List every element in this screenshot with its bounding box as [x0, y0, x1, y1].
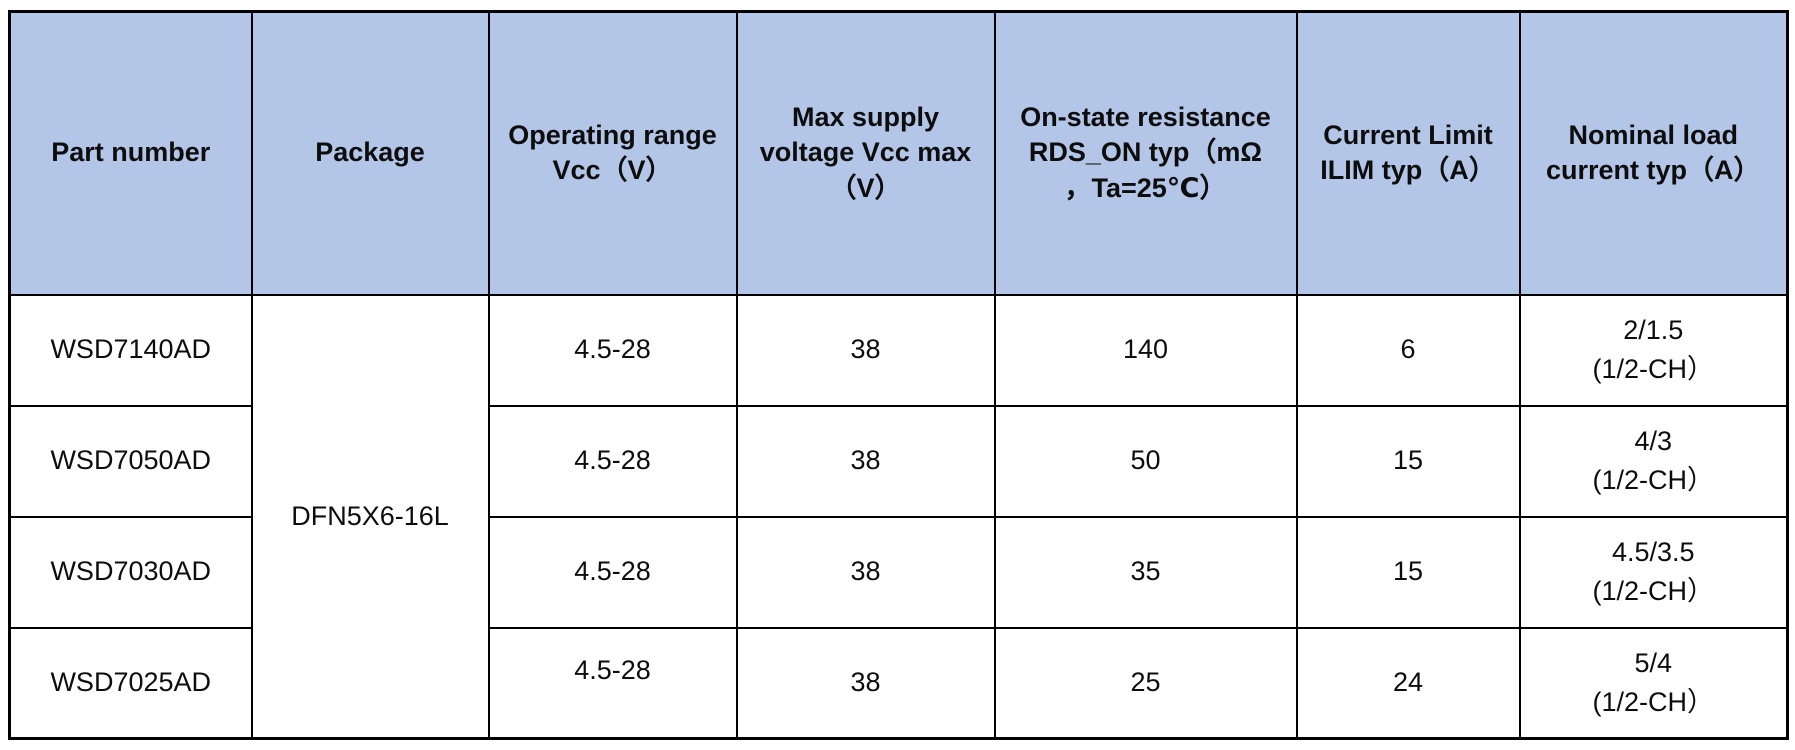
cell-vcc-max: 38 — [735, 404, 996, 518]
cell-rds-on: 35 — [993, 515, 1298, 629]
cell-part-number: WSD7140AD — [8, 293, 253, 407]
cell-vcc-max: 38 — [735, 515, 996, 629]
table-row: WSD7030AD 4.5-28 38 35 15 4.5/3.5 (1/2-C… — [8, 515, 1789, 629]
cell-load-current: 4.5/3.5 (1/2-CH） — [1518, 515, 1789, 629]
cell-vcc-range: 4.5-28 — [487, 515, 738, 629]
cell-load-current: 2/1.5 (1/2-CH） — [1518, 293, 1789, 407]
cell-ilim: 15 — [1295, 515, 1521, 629]
cell-vcc-range: 4.5-28 — [487, 626, 738, 740]
header-cell-load-current: Nominal load current typ（A） — [1518, 10, 1789, 296]
table-row: WSD7050AD 4.5-28 38 50 15 4/3 (1/2-CH） — [8, 404, 1789, 518]
header-cell-ilim: Current Limit ILIM typ（A） — [1295, 10, 1521, 296]
header-cell-vcc-range: Operating range Vcc（V） — [487, 10, 738, 296]
cell-vcc-range: 4.5-28 — [487, 293, 738, 407]
table-row: WSD7025AD 4.5-28 38 25 24 5/4 (1/2-CH） — [8, 626, 1789, 740]
header-cell-rds-on: On-state resistance RDS_ON typ（mΩ ，Ta=25… — [993, 10, 1298, 296]
cell-rds-on: 25 — [993, 626, 1298, 740]
cell-vcc-max: 38 — [735, 293, 996, 407]
cell-rds-on: 140 — [993, 293, 1298, 407]
cell-vcc-max: 38 — [735, 626, 996, 740]
table-header-row: Part number Package Operating range Vcc（… — [8, 10, 1789, 296]
table-row: WSD7140AD DFN5X6-16L 4.5-28 38 140 6 2/1… — [8, 293, 1789, 740]
header-cell-vcc-max: Max supply voltage Vcc max （V） — [735, 10, 996, 296]
cell-ilim: 6 — [1295, 293, 1521, 407]
cell-ilim: 15 — [1295, 404, 1521, 518]
header-cell-part-number: Part number — [8, 10, 253, 296]
cell-vcc-range: 4.5-28 — [487, 404, 738, 518]
cell-part-number: WSD7050AD — [8, 404, 253, 518]
cell-package: DFN5X6-16L — [250, 293, 490, 740]
cell-part-number: WSD7025AD — [8, 626, 253, 740]
product-spec-table: Part number Package Operating range Vcc（… — [8, 10, 1789, 740]
cell-ilim: 24 — [1295, 626, 1521, 740]
header-cell-package: Package — [250, 10, 490, 296]
cell-rds-on: 50 — [993, 404, 1298, 518]
cell-load-current: 5/4 (1/2-CH） — [1518, 626, 1789, 740]
cell-part-number: WSD7030AD — [8, 515, 253, 629]
cell-load-current: 4/3 (1/2-CH） — [1518, 404, 1789, 518]
